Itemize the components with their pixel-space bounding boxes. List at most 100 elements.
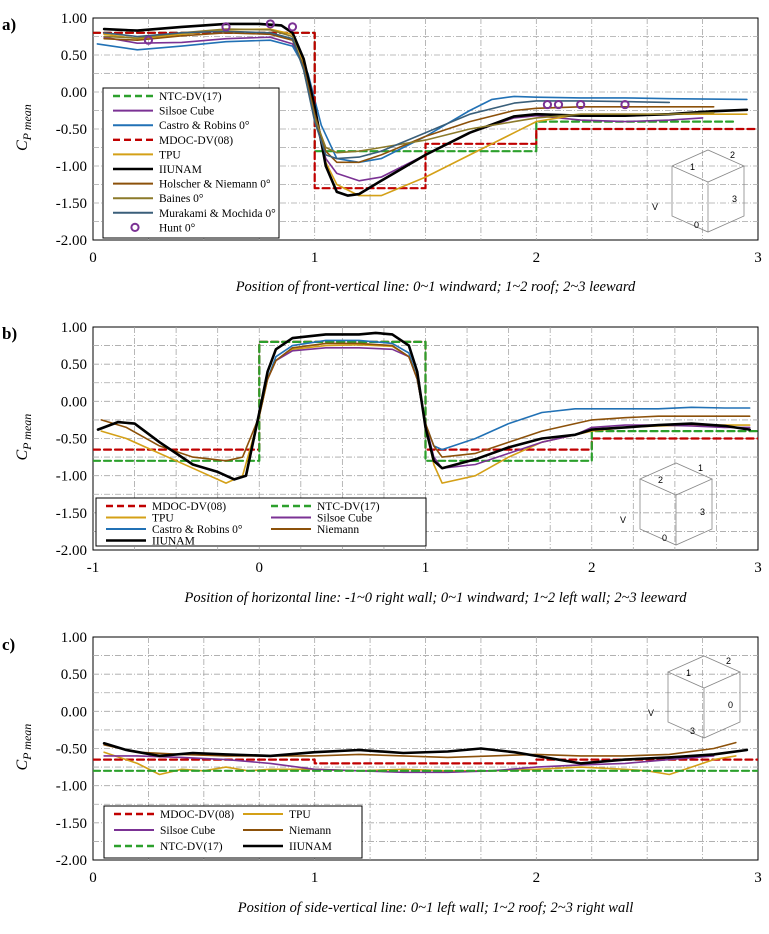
data-point-hunt bbox=[221, 22, 231, 32]
y-tick-label: 1.00 bbox=[61, 11, 87, 27]
y-tick-label: -0.50 bbox=[56, 122, 87, 138]
legend-label: NTC-DV(17) bbox=[159, 91, 222, 103]
y-tick-label: -0.50 bbox=[56, 742, 87, 758]
cube-inset: 2 1 3 0 V bbox=[620, 462, 713, 546]
series-line-mdoc-dv-08- bbox=[93, 31, 758, 190]
legend-label: IIUNAM bbox=[289, 841, 332, 853]
cube-label: 2 bbox=[726, 656, 731, 666]
x-axis-label: Position of horizontal line: -1~0 right … bbox=[184, 590, 688, 606]
series-line-iiunam bbox=[96, 331, 752, 481]
legend-label: Niemann bbox=[289, 825, 331, 837]
x-axis-label: Position of front-vertical line: 0~1 win… bbox=[235, 279, 636, 295]
y-tick-label: 0.50 bbox=[61, 667, 87, 683]
chart-panel-2: 1.000.500.00-0.50-1.00-1.50-2.000 1 2 3Posi… bbox=[2, 630, 762, 916]
legend-symbol bbox=[130, 222, 140, 232]
data-point-hunt bbox=[553, 99, 564, 110]
cube-label: 2 bbox=[658, 475, 663, 485]
x-tick-label: 0 bbox=[256, 560, 264, 576]
legend: MDOC-DV(08) NTC-DV(17) TPU Silsoe Cube Castr… bbox=[95, 497, 427, 548]
series-line-iiunam bbox=[102, 22, 749, 197]
legend: NTC-DV(17) Silsoe Cube Castro & Robins 0° M… bbox=[102, 87, 280, 239]
legend-label: Holscher & Niemann 0° bbox=[159, 179, 271, 191]
x-tick-label: 2 bbox=[533, 250, 541, 266]
cube-inset: 1 2 3 0 V bbox=[652, 149, 745, 233]
x-tick-label: 3 bbox=[754, 250, 762, 266]
data-point-hunt bbox=[542, 99, 553, 110]
y-tick-label: -0.50 bbox=[56, 432, 87, 448]
y-tick-label: 0.00 bbox=[61, 704, 87, 720]
y-tick-label: 1.00 bbox=[61, 630, 87, 646]
series-line-silsoe-cube bbox=[103, 36, 704, 182]
cube-label: 1 bbox=[686, 668, 691, 678]
series-group bbox=[93, 741, 758, 776]
y-axis-label-sub: P mean bbox=[20, 104, 34, 141]
x-tick-label: -1 bbox=[87, 560, 100, 576]
y-axis-label-main: C bbox=[14, 140, 31, 151]
data-point-hunt bbox=[576, 99, 586, 110]
series-line-baines-0- bbox=[103, 28, 715, 154]
x-tick-label: 1 bbox=[311, 870, 319, 886]
panel-label: b) bbox=[2, 324, 17, 343]
y-axis-label: CP mean bbox=[14, 104, 34, 151]
legend-label: Silsoe Cube bbox=[317, 513, 372, 525]
series-group bbox=[93, 19, 758, 197]
legend-label: TPU bbox=[289, 809, 311, 821]
legend-label: NTC-DV(17) bbox=[317, 501, 380, 513]
legend-label: Silsoe Cube bbox=[159, 106, 214, 118]
legend-label: Castro & Robins 0° bbox=[152, 524, 243, 536]
legend-label: Hunt 0° bbox=[159, 222, 196, 234]
x-axis-label: Position of side-vertical line: 0~1 left… bbox=[237, 900, 634, 916]
cube-label: 2 bbox=[730, 150, 735, 160]
legend-label: IIUNAM bbox=[159, 164, 202, 176]
y-tick-label: -1.50 bbox=[56, 816, 87, 832]
x-tick-label: 1 bbox=[311, 250, 319, 266]
legend-label: MDOC-DV(08) bbox=[159, 135, 233, 147]
legend-label: IIUNAM bbox=[152, 536, 195, 548]
cube-inset: 1 2 0 3 V bbox=[648, 655, 741, 739]
y-tick-label: -1.00 bbox=[56, 469, 87, 485]
series-line-castro-robins-0- bbox=[258, 339, 751, 451]
x-tick-label: 2 bbox=[588, 560, 596, 576]
legend-box bbox=[95, 497, 427, 547]
data-point-hunt bbox=[620, 99, 630, 110]
legend-label: Baines 0° bbox=[159, 193, 204, 205]
x-tick-label: 0 bbox=[89, 870, 97, 886]
cube-label: V bbox=[652, 202, 658, 212]
y-axis-label-sub: P mean bbox=[20, 724, 34, 761]
panel-label: a) bbox=[2, 15, 16, 34]
series-line-castro-robins-0- bbox=[96, 39, 748, 164]
data-point-hunt bbox=[287, 22, 298, 32]
cube-label: V bbox=[648, 708, 654, 718]
chart-panel-0: 1.000.500.00-0.50-1.00-1.50-2.000 1 2 3Posi… bbox=[2, 11, 762, 295]
y-axis-label: CP mean bbox=[14, 414, 34, 461]
series-line-niemann bbox=[100, 342, 751, 462]
series-line-ntc-dv-17- bbox=[93, 340, 758, 462]
y-tick-label: -2.00 bbox=[56, 233, 87, 249]
series-line-niemann bbox=[103, 741, 737, 759]
cube-label: 3 bbox=[700, 507, 705, 517]
y-tick-label: 0.00 bbox=[61, 85, 87, 101]
series-group bbox=[93, 331, 758, 484]
y-tick-label: -1.50 bbox=[56, 196, 87, 212]
series-line-iiunam bbox=[102, 741, 749, 765]
cube-label: 3 bbox=[690, 726, 695, 736]
y-tick-label: 0.50 bbox=[61, 357, 87, 373]
x-tick-label: 3 bbox=[754, 560, 762, 576]
y-axis-label-sub: P mean bbox=[20, 414, 34, 451]
x-tick-label: 1 bbox=[422, 560, 430, 576]
data-point-hunt bbox=[265, 19, 275, 29]
y-axis-label-main: C bbox=[14, 450, 31, 461]
cube-label: 1 bbox=[698, 463, 703, 473]
legend-label: NTC-DV(17) bbox=[160, 841, 223, 853]
legend-label: TPU bbox=[152, 513, 174, 525]
y-tick-label: -1.50 bbox=[56, 506, 87, 522]
y-axis-label: CP mean bbox=[14, 724, 34, 771]
series-line-tpu bbox=[103, 751, 737, 776]
cube-label: 0 bbox=[694, 220, 699, 230]
data-point-hunt bbox=[143, 35, 154, 45]
legend-label: Niemann bbox=[317, 524, 359, 536]
grid bbox=[93, 637, 758, 860]
legend: MDOC-DV(08) TPU Silsoe Cube Niemann NTC-DV(1… bbox=[103, 805, 363, 859]
legend-label: Castro & Robins 0° bbox=[159, 120, 250, 132]
